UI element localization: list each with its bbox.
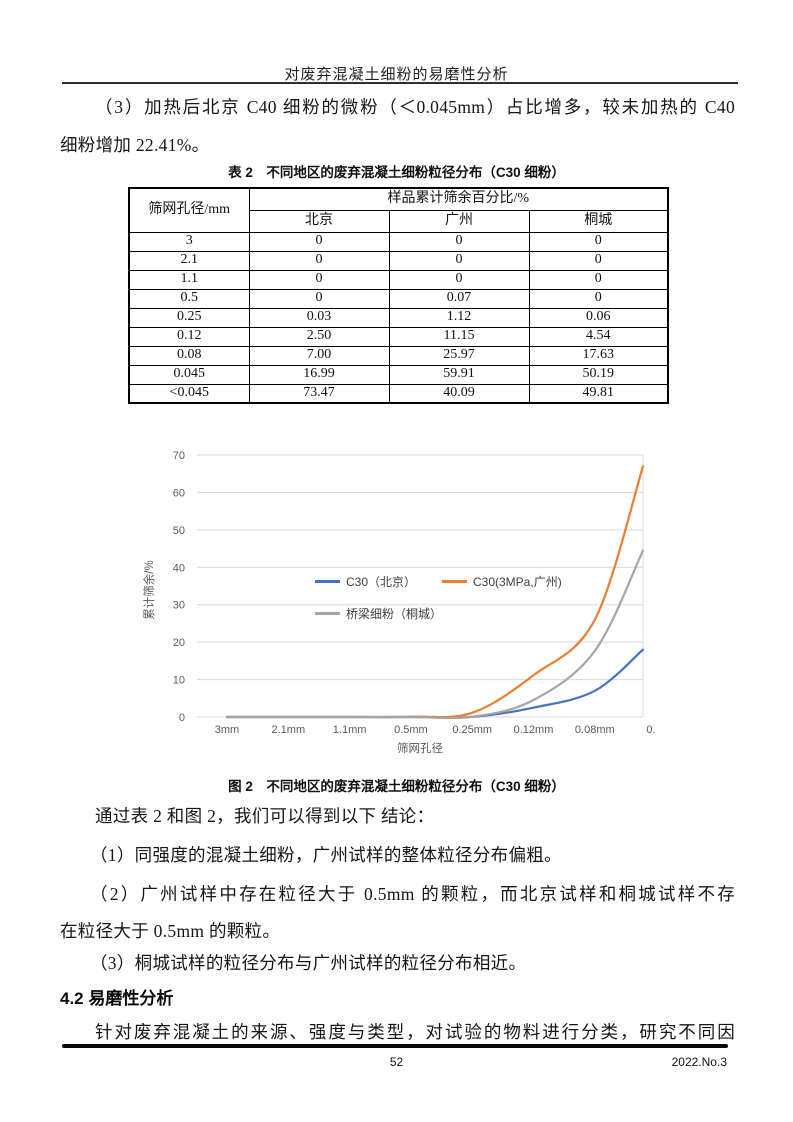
table-cell: 0 (528, 231, 669, 252)
table-subheader: 北京 (248, 209, 390, 233)
table-cell: 0 (528, 250, 669, 271)
table-cell: 7.00 (248, 345, 390, 366)
figure-caption: 图 2 不同地区的废弃混凝土细粉粒径分布（C30 细粉） (228, 779, 565, 794)
y-tick-label: 30 (173, 600, 185, 612)
table-row: 0.5 0 0.07 0 (128, 288, 669, 309)
page-header-title: 对废弃混凝土细粉的易磨性分析 (284, 67, 509, 83)
paragraph-line: 通过表 2 和图 2，我们可以得到以下 结论： (95, 806, 435, 826)
table-cell: 0.03 (248, 307, 390, 328)
table-cell: 17.63 (528, 345, 669, 366)
y-tick-label: 50 (173, 525, 185, 537)
paragraph-line: （1）同强度的混凝土细粉，广州试样的整体粒径分布偏粗。 (90, 845, 562, 865)
x-tick-label: 0. (646, 724, 655, 736)
legend-label: C30(3MPa,广州) (473, 575, 562, 589)
series-line-0 (225, 648, 644, 719)
table-cell: 40.09 (388, 383, 530, 404)
x-tick-label: 0.25mm (452, 724, 492, 736)
x-tick-label: 1.1mm (333, 724, 367, 736)
table-cell: 0.08 (128, 345, 250, 366)
table-cell: 16.99 (248, 364, 390, 385)
legend-item-beijing: C30（北京） (315, 573, 416, 590)
y-tick-label: 40 (173, 562, 185, 574)
y-tick-label: 20 (173, 637, 185, 649)
table-subheader: 广州 (388, 209, 530, 233)
table-row: 0.045 16.99 59.91 50.19 (128, 364, 669, 385)
table-caption: 表 2 不同地区的废弃混凝土细粉粒径分布（C30 细粉） (228, 165, 565, 180)
paragraph-line: （3）桐城试样的粒径分布与广州试样的粒径分布相近。 (90, 953, 527, 973)
legend-item-tongcheng: 桥梁细粉（桐城） (315, 605, 442, 622)
table-cell: 0.06 (528, 307, 669, 328)
table-row: <0.045 73.47 40.09 49.81 (128, 383, 669, 404)
particle-size-table: 筛网孔径/mm 样品累计筛余百分比/% 北京 广州 桐城 3 0 0 0 2.1 0 0 0 1.1… (128, 187, 669, 404)
table-cell: 25.97 (388, 345, 530, 366)
table-cell: 0.12 (128, 326, 250, 347)
legend-line-sample-tongcheng (315, 612, 340, 615)
x-tick-label: 0.12mm (514, 724, 554, 736)
table-cell: 0 (248, 231, 390, 252)
footer-rule (62, 1044, 728, 1048)
table-row: 0.12 2.50 11.15 4.54 (128, 326, 669, 347)
table-cell: 0 (248, 288, 390, 309)
table-cell: 0.5 (128, 288, 250, 309)
table-cell: 50.19 (528, 364, 669, 385)
table-cell: 0.07 (388, 288, 530, 309)
y-tick-label: 0 (179, 712, 185, 724)
table-cell: 73.47 (248, 383, 390, 404)
table-cell: 11.15 (388, 326, 530, 347)
table-cell: 0.045 (128, 364, 250, 385)
table-cell: 0 (388, 231, 530, 252)
table-cell: 1.12 (388, 307, 530, 328)
table-row: 0.08 7.00 25.97 17.63 (128, 345, 669, 366)
table-cell: 0 (528, 269, 669, 290)
paragraph-line: 细粉增加 22.41%。 (60, 135, 210, 155)
issue-label: 2022.No.3 (671, 1055, 727, 1069)
section-heading: 4.2 易磨性分析 (60, 989, 174, 1008)
table-cell: 1.1 (128, 269, 250, 290)
table-cell: 4.54 (528, 326, 669, 347)
legend-label: C30（北京） (346, 575, 417, 589)
table-cell: 0 (528, 288, 669, 309)
legend-line-sample-guangzhou (442, 580, 467, 583)
header-rule (62, 82, 738, 84)
table-cell: 0 (388, 269, 530, 290)
table-cell: 3 (128, 231, 250, 252)
paragraph-line: 针对废弃混凝土的来源、强度与类型，对试验的物料进行分类，研究不同因 (95, 1022, 735, 1042)
table-col1-header: 筛网孔径/mm (128, 187, 250, 233)
table-row: 2.1 0 0 0 (128, 250, 669, 271)
legend-line-sample-beijing (315, 580, 340, 583)
paragraph-line: 在粒径大于 0.5mm 的颗粒。 (60, 921, 281, 941)
table-cell: 2.50 (248, 326, 390, 347)
paragraph-line: （3）加热后北京 C40 细粉的微粉（＜0.045mm）占比增多，较未加热的 C… (95, 97, 735, 117)
table-cell: 49.81 (528, 383, 669, 404)
table-group-header: 样品累计筛余百分比/% (248, 187, 669, 211)
legend-label: 桥梁细粉（桐城） (346, 607, 443, 621)
x-tick-label: 0.5mm (394, 724, 428, 736)
series-line-2 (225, 549, 644, 720)
table-row: 0.25 0.03 1.12 0.06 (128, 307, 669, 328)
table-row: 1.1 0 0 0 (128, 269, 669, 290)
particle-size-chart: 0 10 20 30 40 50 60 70 3mm 2.1mm 1.1mm 0.5mm 0.25mm 0… (140, 440, 657, 772)
x-tick-label: 0.08mm (575, 724, 615, 736)
paragraph-line: （2）广州试样中存在粒径大于 0.5mm 的颗粒，而北京试样和桐城试样不存 (90, 884, 735, 904)
x-tick-label: 2.1mm (271, 724, 305, 736)
table-cell: 0 (388, 250, 530, 271)
y-axis-title: 累计筛余/% (142, 560, 156, 619)
y-tick-label: 10 (173, 675, 185, 687)
table-subheader: 桐城 (528, 209, 669, 233)
table-cell: 0 (248, 269, 390, 290)
y-tick-label: 70 (173, 450, 185, 462)
table-cell: 2.1 (128, 250, 250, 271)
table-cell: <0.045 (128, 383, 250, 404)
chart-plot-area: 0 10 20 30 40 50 60 70 3mm 2.1mm 1.1mm 0.5mm 0.25mm 0… (142, 450, 656, 755)
legend-item-guangzhou: C30(3MPa,广州) (442, 573, 562, 590)
y-tick-label: 60 (173, 487, 185, 499)
table-cell: 59.91 (388, 364, 530, 385)
x-tick-label: 3mm (215, 724, 239, 736)
table-cell: 0.25 (128, 307, 250, 328)
x-axis-title: 筛网孔径 (397, 741, 443, 755)
page-number: 52 (389, 1055, 404, 1069)
table-cell: 0 (248, 250, 390, 271)
